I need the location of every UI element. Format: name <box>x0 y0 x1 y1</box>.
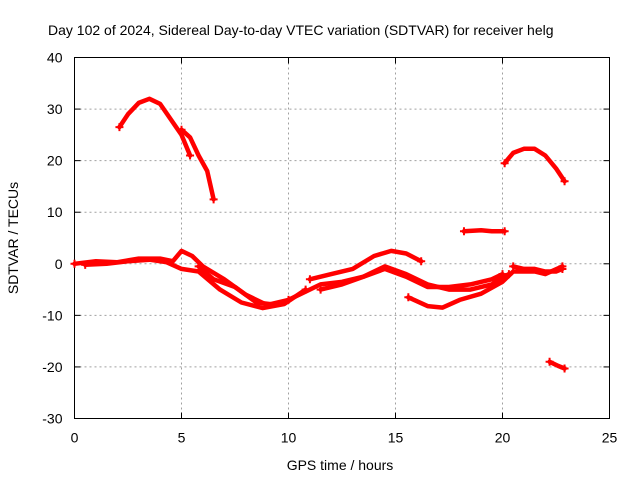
y-tick-label: 10 <box>47 204 63 220</box>
y-tick-label: -10 <box>42 307 62 323</box>
arc-5-start-point <box>194 262 203 271</box>
arc-10-start-point <box>459 227 468 236</box>
series-arc-7 <box>318 264 512 292</box>
arc-1-start-point <box>115 123 124 132</box>
x-tick-label: 0 <box>71 430 79 446</box>
y-tick-label: -30 <box>42 411 62 427</box>
arc-9-end-point <box>558 264 567 273</box>
y-tick-label: -20 <box>42 359 62 375</box>
y-tick-label: 30 <box>47 101 63 117</box>
series-arc-10 <box>461 228 507 234</box>
arc-6-start-point <box>305 275 314 284</box>
x-tick-label: 15 <box>388 430 404 446</box>
x-tick-label: 25 <box>602 430 618 446</box>
arc-11-start-point <box>500 159 509 168</box>
arc-9-start-point <box>509 262 518 271</box>
arc-1-end-point <box>186 151 195 160</box>
y-tick-label: 40 <box>47 50 63 66</box>
arc-2-start-point <box>177 125 186 134</box>
axis-ticks: 0 5 10 15 20 25 -30 -20 -10 0 10 20 30 40 <box>42 50 617 446</box>
y-axis-label: SDTVAR / TECUs <box>5 182 21 294</box>
y-tick-label: 20 <box>47 153 63 169</box>
arc-2-end-point <box>209 195 218 204</box>
x-axis-label: GPS time / hours <box>287 457 394 473</box>
series-arc-8 <box>406 264 565 310</box>
arc-12-end-point <box>560 364 569 373</box>
plot-frame <box>74 57 610 419</box>
series-arc-2 <box>179 127 216 202</box>
arc-4-start-point <box>81 260 90 269</box>
x-tick-label: 10 <box>281 430 297 446</box>
x-tick-label: 5 <box>178 430 186 446</box>
y-tick-label: 0 <box>55 256 63 272</box>
series-arc-9 <box>510 264 565 274</box>
series-arc-4 <box>82 257 308 311</box>
arc-12-start-point <box>545 357 554 366</box>
chart-title: Day 102 of 2024, Sidereal Day-to-day VTE… <box>48 22 554 38</box>
arc-3-start-point <box>70 259 79 268</box>
arc-6-end-point <box>417 257 426 266</box>
x-tick-label: 20 <box>495 430 511 446</box>
data-traces <box>70 96 569 373</box>
series-arc-6 <box>307 248 424 282</box>
arc-8-start-point <box>404 293 413 302</box>
series-arc-1 <box>117 96 193 158</box>
arc-11-end-point <box>560 177 569 186</box>
grid-lines <box>74 57 610 419</box>
arc-7-start-point <box>316 285 325 294</box>
arc-10-end-point <box>500 227 509 236</box>
series-arc-11 <box>502 146 567 184</box>
